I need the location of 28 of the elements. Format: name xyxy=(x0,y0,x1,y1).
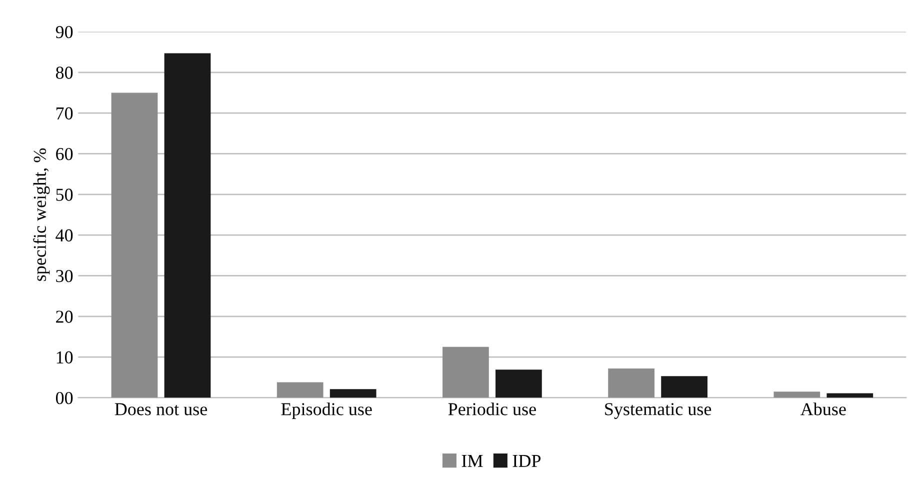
y-tick-label: 80 xyxy=(56,66,73,79)
bar xyxy=(330,389,376,398)
y-tick-label: 40 xyxy=(56,229,73,242)
x-tick-label: Systematic use xyxy=(605,403,712,419)
y-tick-label: 30 xyxy=(56,270,73,282)
y-tick-label: 00 xyxy=(56,392,73,404)
bar xyxy=(496,370,542,398)
bar xyxy=(111,92,158,398)
y-axis-title: specific weight, % xyxy=(33,148,50,281)
bar xyxy=(442,346,489,398)
bar xyxy=(774,392,820,398)
bar xyxy=(661,376,708,398)
bar xyxy=(826,393,874,398)
x-tick-label: Periodic use xyxy=(448,402,536,416)
bar xyxy=(164,53,211,398)
y-tick-label: 20 xyxy=(56,310,73,323)
y-tick-label: 10 xyxy=(56,351,73,364)
bar xyxy=(608,368,654,398)
y-tick-label: 90 xyxy=(56,26,73,38)
y-tick-label: 70 xyxy=(56,107,73,120)
legend-label: IM xyxy=(462,455,483,467)
bar xyxy=(276,382,324,398)
y-tick-label: 50 xyxy=(56,188,73,201)
x-tick-label: Does not use xyxy=(114,403,208,416)
legend-label: IDP xyxy=(512,455,541,467)
y-tick-label: 60 xyxy=(56,148,73,160)
x-tick-label: Abuse xyxy=(800,402,846,416)
x-tick-label: Episodic use xyxy=(281,402,372,419)
